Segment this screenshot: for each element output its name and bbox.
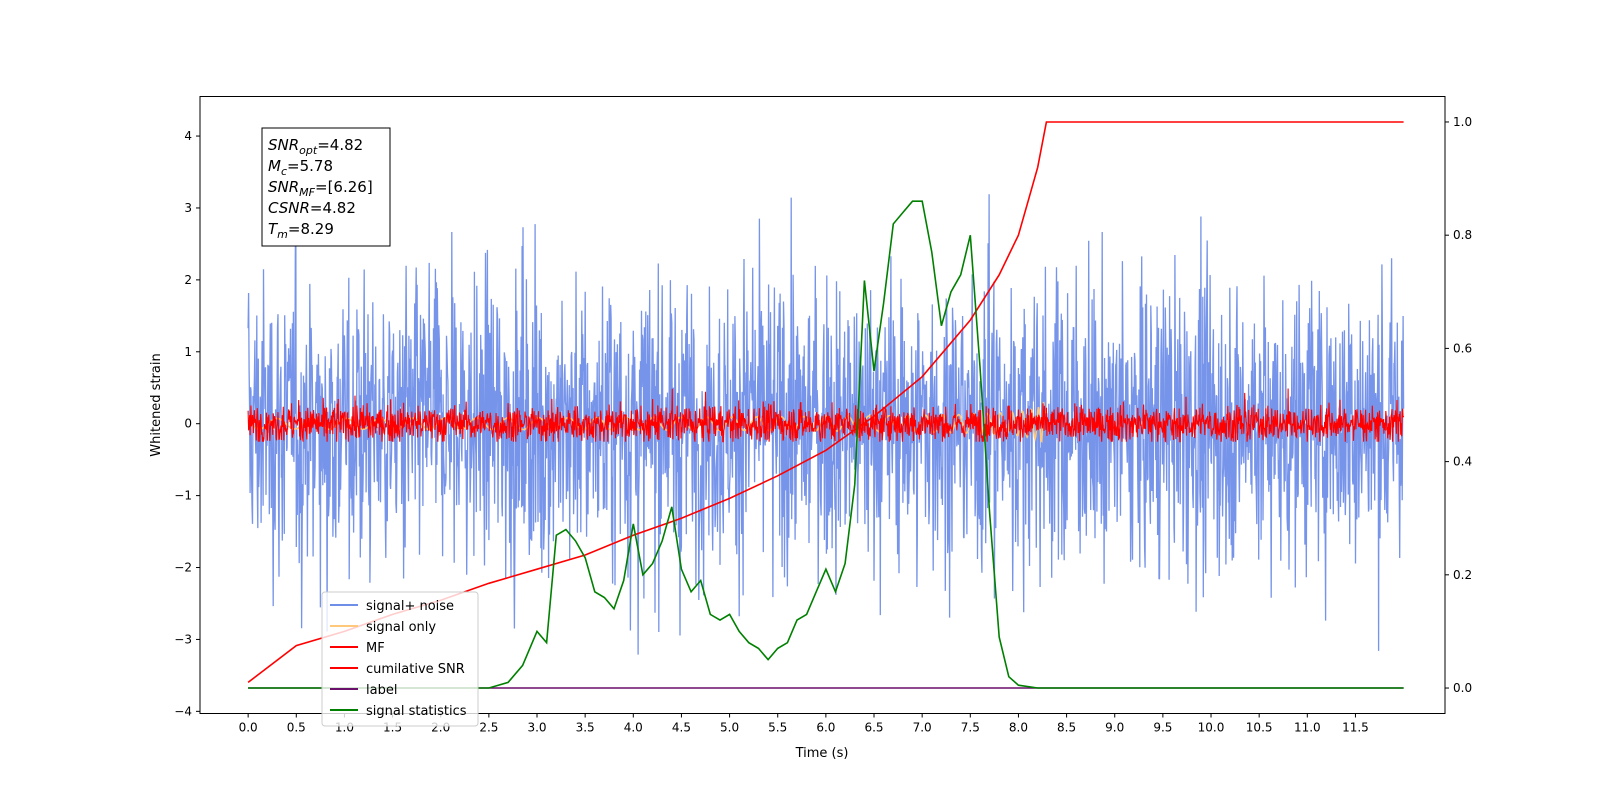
x-tick-label: 9.0 bbox=[1105, 721, 1124, 735]
stats-line: SNRopt=4.82 bbox=[268, 136, 363, 157]
right-y-axis: 0.0 0.2 0.4 0.6 0.8 1.0 bbox=[1445, 115, 1472, 695]
legend-label: signal+ noise bbox=[366, 599, 454, 614]
right-y-tick-label: 0.6 bbox=[1453, 341, 1472, 355]
legend-label: cumilative SNR bbox=[366, 662, 465, 677]
x-axis: 0.0 0.5 1.0 1.5 2.0 2.5 3.0 3.5 4.0 4.5 5.0 5.5 6.0 6… bbox=[239, 713, 1369, 735]
plot-frame bbox=[199, 96, 1446, 714]
x-tick-label: 8.5 bbox=[1057, 721, 1076, 735]
right-y-tick-label: 0.0 bbox=[1453, 681, 1472, 695]
x-tick-label: 3.0 bbox=[527, 721, 546, 735]
x-tick-label: 5.5 bbox=[768, 721, 787, 735]
y-axis-label: Whitened strain bbox=[149, 353, 164, 456]
x-tick-label: 6.0 bbox=[816, 721, 835, 735]
x-tick-label: 7.0 bbox=[913, 721, 932, 735]
y-tick-label: 3 bbox=[184, 201, 192, 215]
x-tick-label: 8.0 bbox=[1009, 721, 1028, 735]
y-tick-label: 0 bbox=[184, 417, 192, 431]
y-tick-label: −3 bbox=[174, 632, 192, 646]
x-tick-label: 10.5 bbox=[1246, 721, 1273, 735]
y-tick-label: −4 bbox=[174, 704, 192, 718]
right-y-tick-label: 1.0 bbox=[1453, 115, 1472, 129]
y-axis: −4 −3 −2 −1 0 1 2 3 4 bbox=[174, 129, 200, 718]
series-line-signal-noise bbox=[247, 194, 1405, 655]
x-tick-label: 4.0 bbox=[624, 721, 643, 735]
x-tick-label: 5.0 bbox=[720, 721, 739, 735]
x-tick-label: 0.5 bbox=[287, 721, 306, 735]
legend-frame bbox=[321, 591, 479, 727]
y-tick-label: 4 bbox=[184, 129, 192, 143]
stats-line: Tm=8.29 bbox=[268, 220, 334, 241]
series-line-signal-statistics bbox=[248, 200, 1404, 689]
right-y-tick-label: 0.2 bbox=[1453, 568, 1472, 582]
x-tick-label: 10.0 bbox=[1198, 721, 1225, 735]
x-tick-label: 0.0 bbox=[239, 721, 258, 735]
x-tick-label: 3.5 bbox=[576, 721, 595, 735]
y-tick-label: 2 bbox=[184, 273, 192, 287]
y-tick-label: −1 bbox=[174, 489, 192, 503]
legend-label: MF bbox=[366, 641, 385, 656]
y-tick-label: 1 bbox=[184, 345, 192, 359]
legend-label: label bbox=[366, 683, 397, 698]
x-tick-label: 2.5 bbox=[479, 721, 498, 735]
x-axis-label: Time (s) bbox=[795, 746, 849, 761]
y-tick-label: −2 bbox=[174, 561, 192, 575]
legend-label: signal statistics bbox=[366, 704, 467, 719]
legend: signal+ noise signal only MF cumilative SNR… bbox=[321, 591, 479, 727]
stats-line: CSNR=4.82 bbox=[268, 199, 356, 217]
legend-label: signal only bbox=[366, 620, 436, 635]
x-tick-label: 6.5 bbox=[864, 721, 883, 735]
x-tick-label: 9.5 bbox=[1153, 721, 1172, 735]
stats-line: SNRMF=[6.26] bbox=[268, 178, 373, 199]
x-tick-label: 11.5 bbox=[1342, 721, 1369, 735]
series-line-mf bbox=[247, 388, 1405, 444]
stats-line: Mc=5.78 bbox=[268, 157, 333, 178]
right-y-tick-label: 0.8 bbox=[1453, 228, 1472, 242]
x-tick-label: 4.5 bbox=[672, 721, 691, 735]
x-tick-label: 7.5 bbox=[961, 721, 980, 735]
x-tick-label: 11.0 bbox=[1294, 721, 1321, 735]
right-y-tick-label: 0.4 bbox=[1453, 455, 1472, 469]
